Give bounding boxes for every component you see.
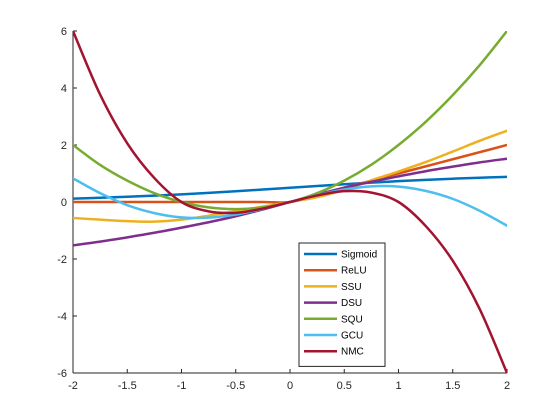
x-tick-label: -2 [68, 380, 78, 392]
y-tick-label: -6 [57, 368, 67, 380]
legend-label-gcu: GCU [341, 331, 363, 342]
legend-label-squ: SQU [341, 314, 363, 325]
legend: Sigmoid ReLU SSU DSU SQU GCU NMC [298, 242, 386, 367]
legend-label-ssu: SSU [341, 282, 362, 293]
y-tick-label: 2 [61, 140, 67, 152]
x-tick-label: 2 [504, 380, 510, 392]
legend-label-nmc: NMC [341, 347, 364, 358]
series-lines [73, 31, 507, 373]
x-tick-label: -0.5 [226, 380, 245, 392]
x-tick-label: -1 [177, 380, 187, 392]
legend-label-dsu: DSU [341, 298, 362, 309]
y-tick-label: -4 [57, 311, 67, 323]
x-tick-label: -1.5 [118, 380, 137, 392]
x-tick-label: 1 [395, 380, 401, 392]
x-tick-label: 0.5 [337, 380, 352, 392]
y-tick-label: 6 [61, 26, 67, 38]
x-tick-label: 1.5 [445, 380, 460, 392]
y-tick-label: -2 [57, 254, 67, 266]
x-tick-label: 0 [287, 380, 293, 392]
legend-box [298, 242, 386, 367]
legend-label-relu: ReLU [341, 266, 367, 277]
y-tick-label: 4 [61, 83, 67, 95]
series-line-nmc [73, 31, 507, 373]
legend-label-sigmoid: Sigmoid [341, 250, 377, 261]
y-tick-label: 0 [61, 197, 67, 209]
series-line-sigmoid [73, 175, 507, 200]
